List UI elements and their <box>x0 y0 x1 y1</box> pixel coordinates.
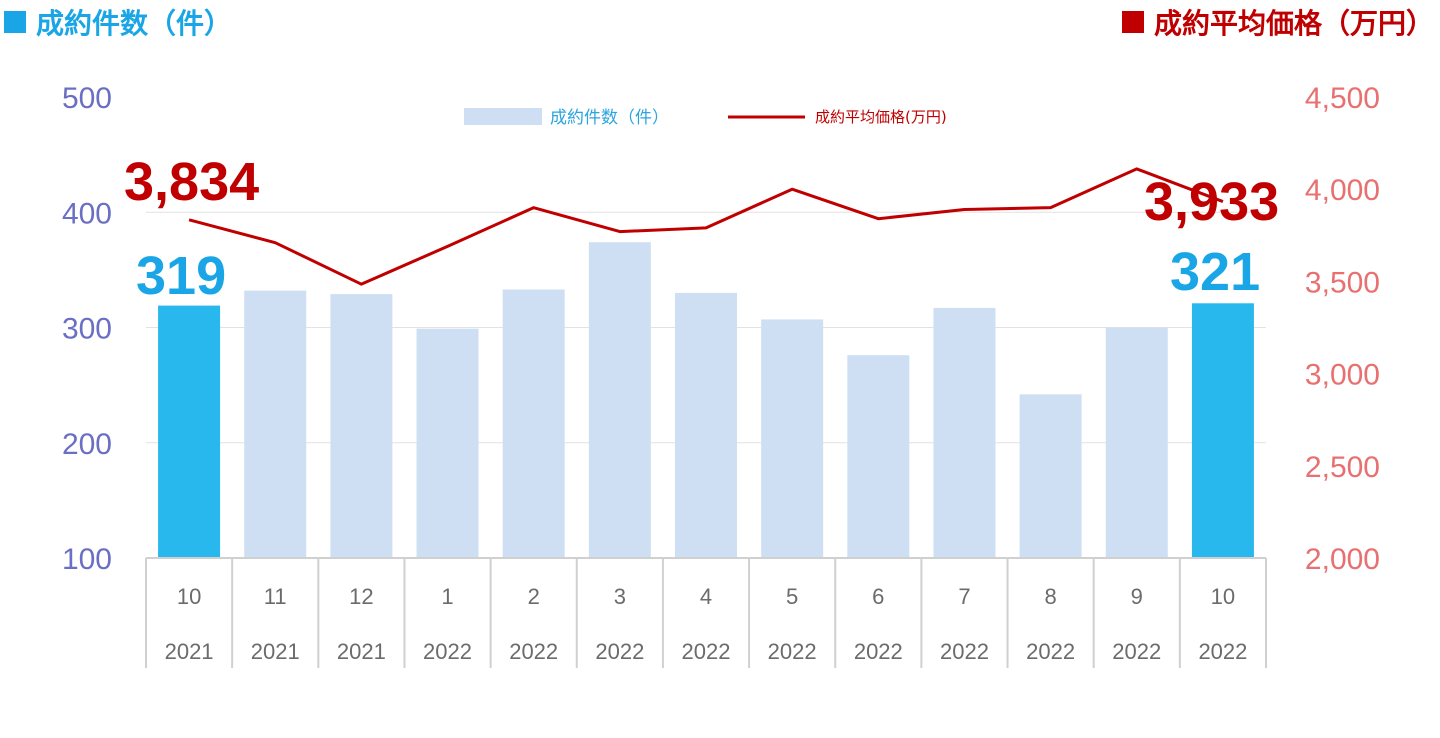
x-tick-year: 2021 <box>251 639 300 664</box>
callouts: 3,834 3,933 319 321 <box>124 152 1279 306</box>
bar <box>330 294 393 558</box>
line-series <box>188 167 1224 286</box>
left-y-tick-label: 300 <box>62 313 112 346</box>
x-tick-year: 2022 <box>768 639 817 664</box>
x-tick-month: 6 <box>872 584 884 609</box>
x-tick-month: 8 <box>1044 584 1056 609</box>
bar <box>847 355 910 558</box>
legend-bar-label: 成約件数（件） <box>550 108 669 128</box>
right-y-tick-label: 3,000 <box>1305 359 1380 392</box>
x-tick-year: 2022 <box>940 639 989 664</box>
bar <box>588 242 651 558</box>
x-tick-month: 7 <box>958 584 970 609</box>
right-axis-title: 成約平均価格（万円） <box>1121 2 1434 42</box>
price-callout-start: 3,834 <box>124 152 259 212</box>
x-tick-month: 1 <box>441 584 453 609</box>
right-y-tick-label: 2,500 <box>1305 451 1380 484</box>
right-y-tick-label: 3,500 <box>1305 266 1380 299</box>
bar <box>502 289 565 558</box>
right-y-axis: 2,000 2,500 3,000 3,500 4,000 4,500 <box>1305 82 1380 576</box>
x-tick-year: 2022 <box>1026 639 1075 664</box>
right-axis-title-text: 成約平均価格（万円） <box>1153 7 1434 40</box>
x-tick-month: 5 <box>786 584 798 609</box>
bar-series <box>158 242 1254 558</box>
x-tick-year: 2022 <box>854 639 903 664</box>
right-y-tick-label: 4,500 <box>1305 82 1380 115</box>
x-tick-month: 10 <box>177 584 201 609</box>
bar-legend-square-icon <box>4 11 26 33</box>
right-y-tick-label: 4,000 <box>1305 174 1380 207</box>
bar <box>761 319 824 558</box>
legend-line-label: 成約平均価格(万円) <box>815 108 947 126</box>
left-y-tick-label: 400 <box>62 197 112 230</box>
x-tick-month: 9 <box>1131 584 1143 609</box>
x-tick-month: 4 <box>700 584 712 609</box>
x-tick-month: 10 <box>1211 584 1235 609</box>
x-tick-year: 2022 <box>1198 639 1247 664</box>
bar <box>933 307 996 558</box>
left-axis-title: 成約件数（件） <box>4 2 232 42</box>
price-callout-end: 3,933 <box>1144 172 1279 232</box>
bar <box>158 305 221 558</box>
bar <box>1191 303 1254 558</box>
x-tick-month: 11 <box>264 584 287 609</box>
bar <box>675 292 737 558</box>
bar <box>1105 327 1168 558</box>
x-tick-year: 2022 <box>682 639 731 664</box>
x-tick-year: 2022 <box>423 639 472 664</box>
count-callout-start: 319 <box>136 246 226 306</box>
left-y-tick-label: 200 <box>62 428 112 461</box>
count-callout-end: 321 <box>1170 242 1260 302</box>
x-tick-month: 3 <box>614 584 626 609</box>
x-axis: 10 2021 11 2021 12 2021 1 2022 2 2022 3 2022 4 2022 5 2… <box>145 557 1267 668</box>
line-legend-square-icon <box>1121 11 1144 33</box>
x-tick-month: 2 <box>528 584 540 609</box>
left-y-tick-label: 500 <box>62 82 112 115</box>
x-tick-year: 2022 <box>595 639 644 664</box>
left-y-axis: 100 200 300 400 500 <box>62 82 112 576</box>
left-axis-title-text: 成約件数（件） <box>36 7 233 40</box>
price-line <box>188 167 1224 286</box>
x-tick-month: 12 <box>349 584 373 609</box>
x-tick-year: 2021 <box>165 639 214 664</box>
right-y-tick-label: 2,000 <box>1305 543 1380 576</box>
x-tick-year: 2022 <box>1112 639 1161 664</box>
x-tick-year: 2021 <box>337 639 386 664</box>
x-tick-year: 2022 <box>509 639 558 664</box>
bar <box>244 290 307 558</box>
bar <box>416 328 479 558</box>
bar <box>1019 394 1082 558</box>
legend-bar-swatch <box>464 108 542 125</box>
chart-legend: 成約件数（件） 成約平均価格(万円) <box>464 108 947 128</box>
left-y-tick-label: 100 <box>62 543 112 576</box>
